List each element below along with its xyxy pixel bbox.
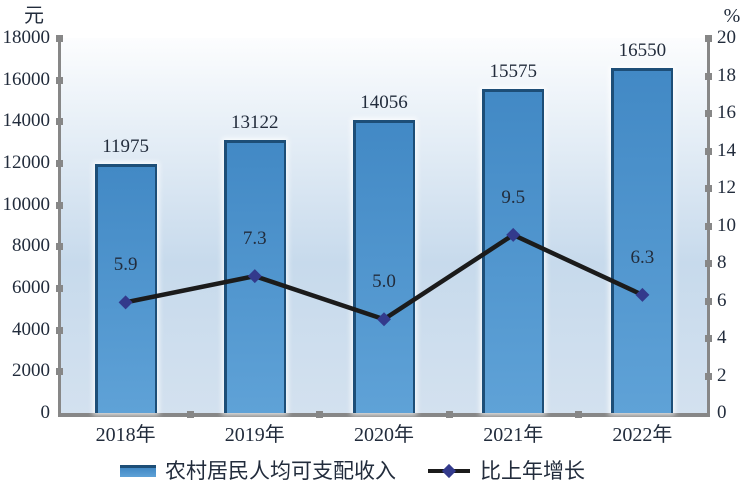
- bar-2022年: [611, 68, 674, 413]
- tick-mark-left: [56, 285, 63, 292]
- tick-mark-left: [56, 35, 63, 42]
- tick-mark-bottom: [574, 411, 582, 418]
- tick-mark-left: [56, 76, 63, 84]
- axis-tick-label-right: 0: [717, 402, 727, 423]
- tick-mark-right: [705, 222, 712, 230]
- axis-tick-label-left: 2000: [12, 360, 50, 382]
- line-marker: [247, 269, 262, 284]
- legend-item-growth: 比上年增长: [428, 459, 585, 483]
- bar-value-label: 16550: [618, 40, 667, 62]
- line-marker: [506, 227, 521, 242]
- tick-mark-right: [705, 35, 712, 42]
- line-value-label: 5.9: [113, 254, 138, 276]
- axis-tick-label-left: 6000: [12, 277, 50, 298]
- line-value-label: 5.0: [372, 271, 396, 293]
- tick-mark-right: [705, 110, 712, 117]
- tick-mark-left: [56, 326, 63, 334]
- right-axis-unit-label: %: [723, 5, 741, 27]
- tick-mark-right: [705, 72, 712, 80]
- axis-tick-label-left: 0: [40, 402, 51, 423]
- axis-tick-label-right: 14: [717, 139, 736, 161]
- axis-tick-label-left: 8000: [12, 235, 50, 257]
- legend-bar-swatch: [120, 465, 156, 477]
- tick-mark-left: [56, 243, 63, 251]
- tick-mark-right: [705, 260, 712, 267]
- axis-tick-label-right: 2: [717, 364, 727, 386]
- category-label: 2021年: [483, 424, 544, 446]
- bar-value-label: 11975: [102, 135, 149, 157]
- axis-tick-label-right: 20: [717, 27, 736, 48]
- tick-mark-right: [705, 372, 712, 380]
- axis-tick-label-right: 12: [717, 177, 736, 198]
- axis-tick-label-right: 10: [717, 214, 736, 236]
- bar-value-label: 13122: [231, 111, 279, 133]
- left-axis-unit-label: 元: [24, 5, 44, 27]
- tick-mark-bottom: [316, 411, 324, 418]
- tick-mark-right: [705, 147, 712, 155]
- line-marker: [635, 287, 650, 302]
- axis-tick-label-right: 16: [717, 102, 736, 123]
- y-axis-left: [58, 38, 61, 417]
- tick-mark-left: [56, 368, 63, 376]
- line-marker: [118, 295, 133, 310]
- axis-tick-label-right: 4: [717, 327, 727, 348]
- bar-value-label: 15575: [489, 60, 537, 82]
- tick-mark-left: [56, 201, 63, 209]
- line-value-label: 9.5: [501, 186, 526, 208]
- axis-tick-label-left: 4000: [12, 318, 50, 340]
- axis-tick-label-right: 18: [717, 64, 736, 86]
- bar-2019年: [223, 139, 286, 413]
- axis-tick-label-left: 10000: [2, 193, 51, 215]
- bar-value-label: 14056: [360, 92, 408, 114]
- tick-mark-bottom: [445, 411, 453, 418]
- category-label: 2020年: [354, 424, 414, 446]
- axis-tick-label-left: 18000: [2, 27, 51, 48]
- category-label: 2019年: [224, 424, 285, 446]
- tick-mark-right: [705, 335, 712, 342]
- tick-mark-right: [705, 185, 712, 192]
- category-label: 2022年: [612, 424, 673, 446]
- bar-2020年: [353, 120, 415, 413]
- tick-mark-bottom: [187, 411, 195, 418]
- legend-item-income: 农村居民人均可支配收入: [120, 459, 396, 483]
- legend-label-growth: 比上年增长: [480, 459, 585, 483]
- category-label: 2018年: [95, 424, 156, 446]
- axis-tick-label-left: 16000: [2, 68, 51, 90]
- tick-mark-left: [56, 118, 63, 126]
- legend-label-income: 农村居民人均可支配收入: [165, 459, 396, 483]
- axis-tick-label-right: 8: [717, 252, 727, 273]
- line-value-label: 7.3: [242, 228, 267, 250]
- tick-mark-left: [56, 160, 63, 167]
- axis-tick-label-left: 14000: [2, 110, 51, 132]
- axis-tick-label-left: 12000: [2, 152, 51, 173]
- x-axis: [58, 413, 710, 417]
- line-value-label: 6.3: [630, 246, 655, 268]
- bar-2018年: [94, 163, 157, 413]
- legend: 农村居民人均可支配收入 比上年增长: [120, 459, 585, 483]
- line-marker: [377, 312, 391, 327]
- axis-tick-label-right: 6: [717, 289, 727, 311]
- legend-line-swatch: [428, 463, 470, 478]
- tick-mark-right: [705, 297, 712, 305]
